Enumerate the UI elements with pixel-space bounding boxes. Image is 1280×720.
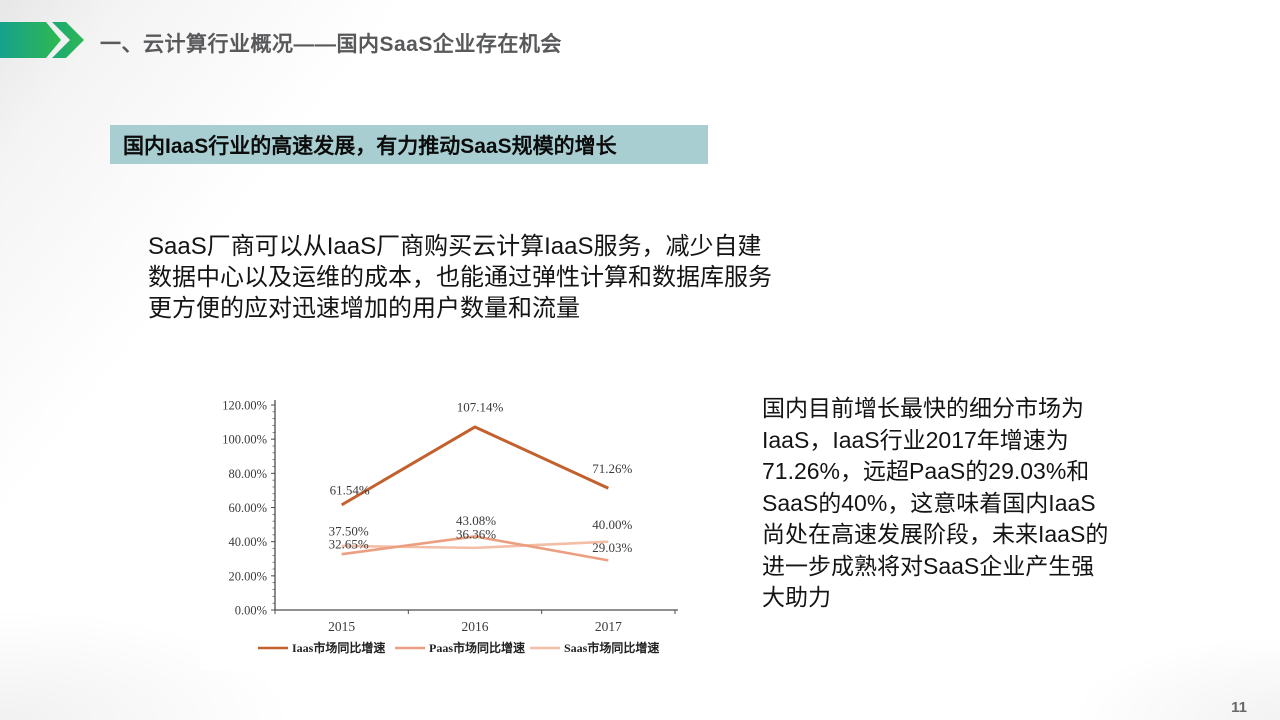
svg-text:37.50%: 37.50% xyxy=(329,523,369,538)
svg-text:120.00%: 120.00% xyxy=(222,399,267,413)
growth-line-chart-svg: 0.00% 20.00% 40.00% 60.00% 80.00% 100.00% 120.… xyxy=(200,380,690,670)
svg-text:Paas市场同比增速: Paas市场同比增速 xyxy=(429,640,525,655)
page-title: 一、云计算行业概况——国内SaaS企业存在机会 xyxy=(100,33,562,56)
svg-text:61.54%: 61.54% xyxy=(330,482,370,497)
svg-text:0.00%: 0.00% xyxy=(235,604,267,618)
analysis-paragraph: 国内目前增长最快的细分市场为 IaaS，IaaS行业2017年增速为 71.26… xyxy=(762,395,1109,610)
svg-text:71.26%: 71.26% xyxy=(592,461,632,476)
svg-text:32.65%: 32.65% xyxy=(329,537,369,552)
svg-text:20.00%: 20.00% xyxy=(228,569,267,583)
svg-text:40.00%: 40.00% xyxy=(592,517,632,532)
page-number: 11 xyxy=(1231,699,1247,716)
body-paragraph: SaaS厂商可以从IaaS厂商购买云计算IaaS服务，减少自建 数据中心以及运维… xyxy=(148,233,772,322)
svg-text:2015: 2015 xyxy=(328,619,355,634)
header-arrow-icon xyxy=(0,22,84,58)
svg-text:40.00%: 40.00% xyxy=(228,535,267,549)
svg-text:Iaas市场同比增速: Iaas市场同比增速 xyxy=(292,640,385,655)
svg-text:107.14%: 107.14% xyxy=(457,399,504,414)
svg-text:36.36%: 36.36% xyxy=(456,526,496,541)
svg-text:43.08%: 43.08% xyxy=(456,513,496,528)
svg-text:100.00%: 100.00% xyxy=(222,433,267,447)
section-banner: 国内IaaS行业的高速发展，有力推动SaaS规模的增长 xyxy=(110,125,708,164)
growth-line-chart: 0.00% 20.00% 40.00% 60.00% 80.00% 100.00% 120.… xyxy=(200,380,690,670)
svg-text:80.00%: 80.00% xyxy=(228,467,267,481)
svg-text:2017: 2017 xyxy=(595,619,622,634)
svg-text:Saas市场同比增速: Saas市场同比增速 xyxy=(564,640,659,655)
svg-text:2016: 2016 xyxy=(462,619,489,634)
section-banner-text: 国内IaaS行业的高速发展，有力推动SaaS规模的增长 xyxy=(123,134,617,158)
svg-text:60.00%: 60.00% xyxy=(228,501,267,515)
svg-text:29.03%: 29.03% xyxy=(592,540,632,555)
